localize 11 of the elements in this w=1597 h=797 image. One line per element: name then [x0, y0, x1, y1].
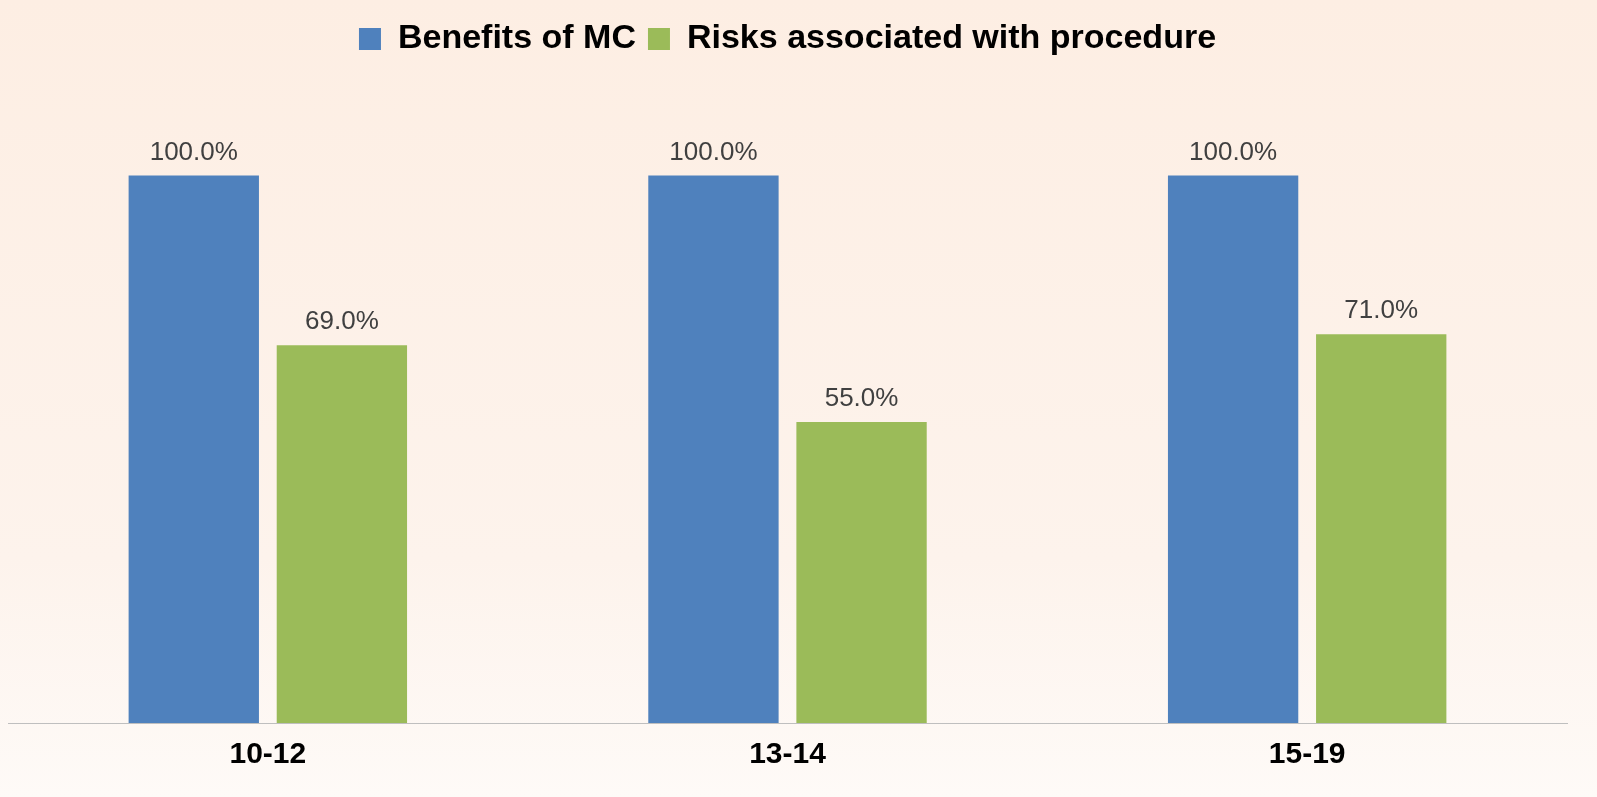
data-label: 100.0%: [149, 135, 238, 166]
data-label: 100.0%: [669, 135, 758, 166]
data-label: 69.0%: [305, 305, 379, 336]
data-label: 55.0%: [824, 382, 899, 413]
x-tick-label: 13-14: [749, 736, 827, 770]
data-label: 71.0%: [1344, 294, 1419, 325]
data-label: 100.0%: [1189, 135, 1278, 166]
x-tick-label: 10-12: [229, 736, 307, 770]
legend-label: Risks associated with procedure: [686, 17, 1217, 56]
x-tick-label: 15-19: [1268, 736, 1346, 770]
legend-label: Benefits of MC: [397, 17, 636, 56]
